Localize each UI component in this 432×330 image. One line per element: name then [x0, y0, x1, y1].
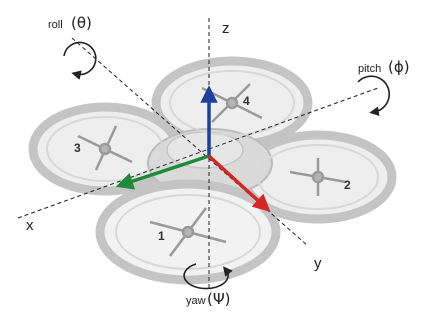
roll-symbol: (θ)	[71, 14, 92, 32]
yaw-rotation-arrow	[183, 263, 233, 290]
roll-rotation-arrow	[63, 41, 97, 80]
quadcopter-frame	[28, 56, 397, 285]
rotor-ring-4	[169, 70, 295, 136]
y-axis-label: y	[314, 255, 322, 272]
propeller-1	[149, 207, 227, 257]
yaw-label: yaw	[186, 295, 206, 307]
pitch-symbol: (ϕ)	[388, 58, 410, 76]
z-axis-label: z	[222, 20, 230, 37]
rotor-number-4: 4	[243, 94, 250, 108]
rotor-ring-2	[257, 144, 379, 210]
pitch-label: pitch	[358, 63, 381, 75]
rotor-number-1: 1	[158, 229, 165, 243]
body-vectors	[115, 85, 271, 212]
x-axis-label: x	[26, 217, 34, 234]
rotor-ring-3	[46, 116, 164, 182]
rotor-number-2: 2	[344, 178, 351, 192]
pitch-axis-line	[17, 87, 379, 219]
yaw-symbol: (Ψ)	[207, 290, 231, 308]
y-vector	[207, 154, 271, 212]
pitch-rotation-arrow	[357, 75, 390, 116]
rotor-number-3: 3	[74, 141, 81, 155]
roll-label: roll	[48, 19, 63, 31]
propeller-2	[289, 158, 347, 196]
propeller-3	[77, 125, 133, 171]
x-vector	[115, 154, 210, 190]
